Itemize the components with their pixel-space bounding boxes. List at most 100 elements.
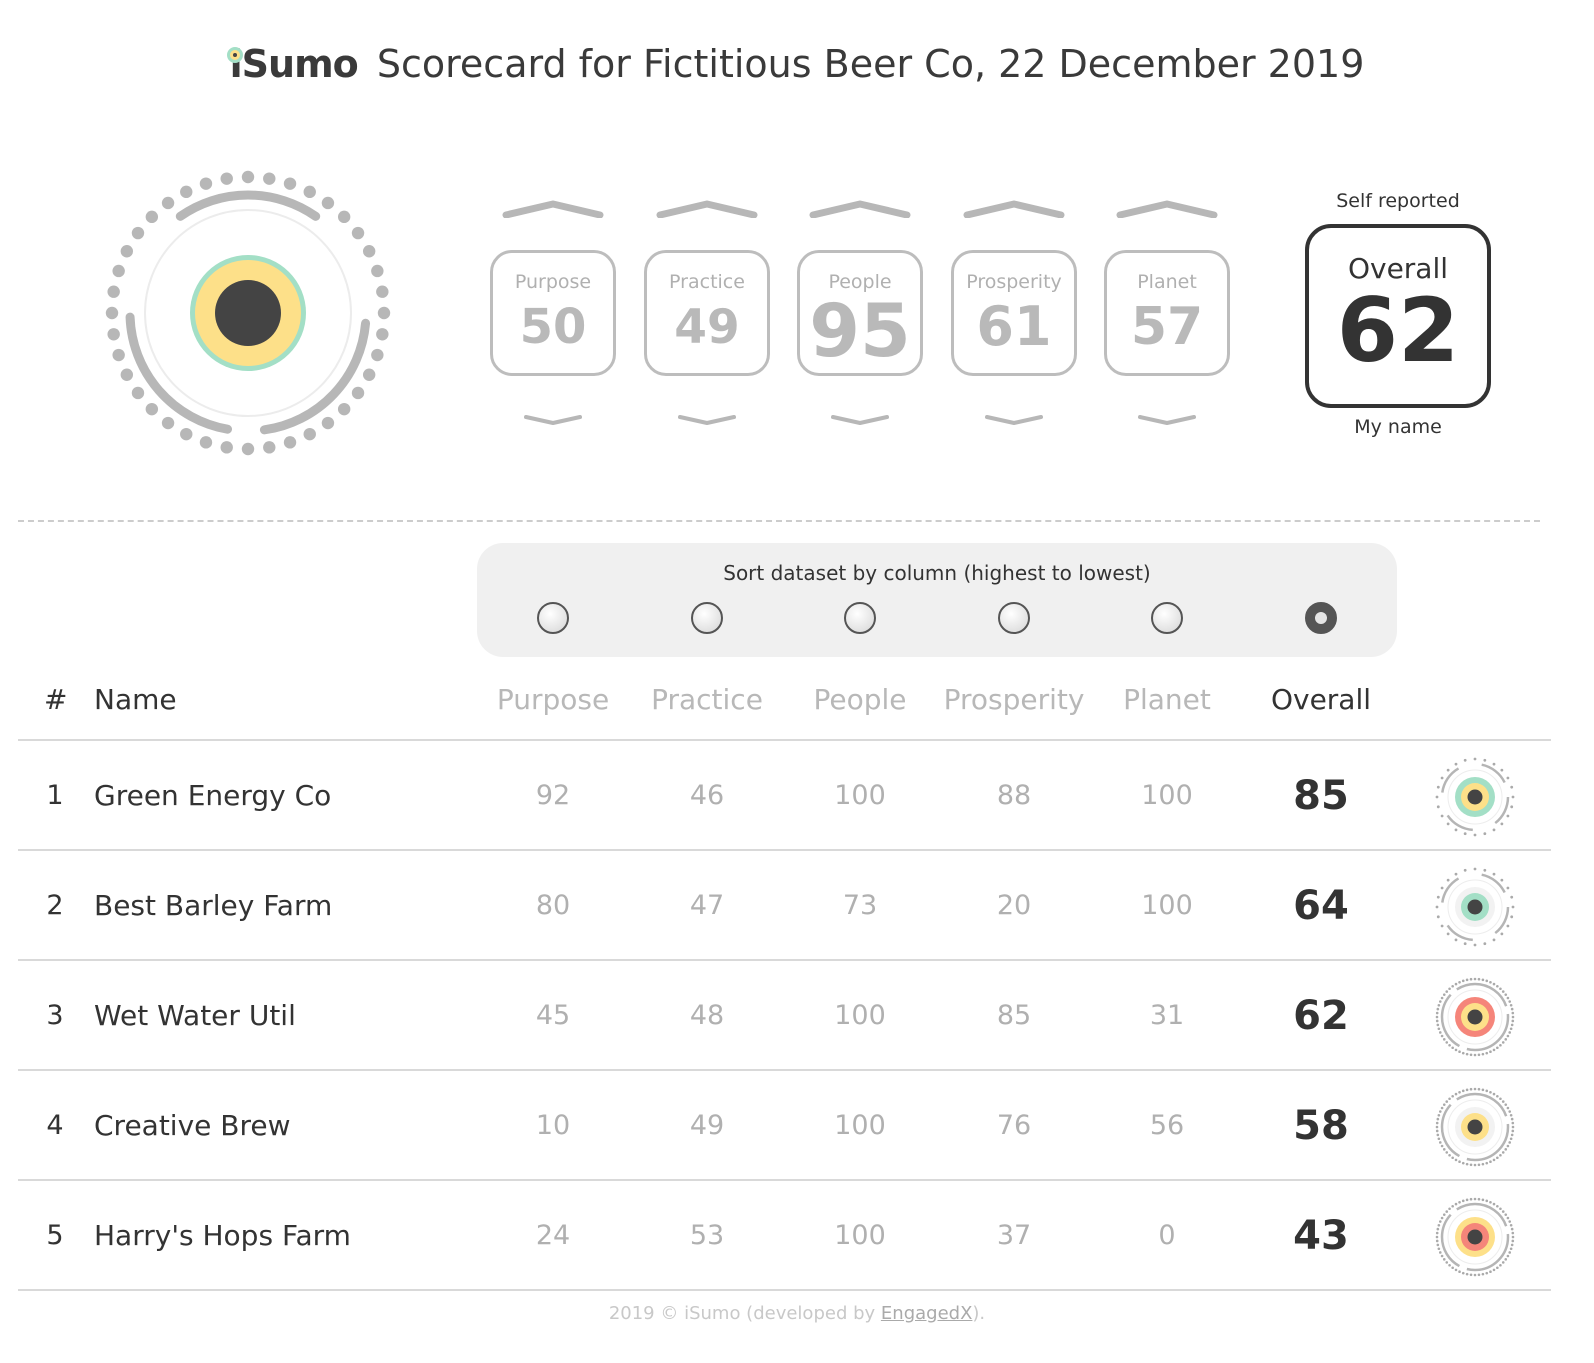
self-reported-label: Self reported: [1336, 190, 1460, 212]
ring-dot: [145, 402, 159, 416]
sort-radio-practice[interactable]: [691, 602, 723, 634]
row-prosperity-score: 85: [996, 1000, 1032, 1031]
chevron-up-icon[interactable]: [951, 188, 1077, 218]
table-row[interactable]: 3 Wet Water Util 45 48 100 85 31 62: [0, 961, 1594, 1071]
table-header: # Name Purpose Practice People Prosperit…: [0, 676, 1594, 724]
ring-dot: [371, 348, 384, 362]
row-planet-score: 31: [1149, 1000, 1185, 1031]
ring-dot: [107, 285, 120, 298]
table-divider: [18, 1289, 1551, 1291]
row-name: Harry's Hops Farm: [94, 1219, 351, 1252]
score-box-prosperity[interactable]: Prosperity 61: [951, 250, 1077, 376]
ring-dot: [241, 442, 255, 456]
ring-dot: [180, 427, 193, 441]
ring-dot: [131, 386, 145, 400]
row-prosperity-score: 20: [996, 890, 1032, 921]
ring-dot: [351, 386, 365, 400]
table-row[interactable]: 2 Best Barley Farm 80 47 73 20 100 64: [0, 851, 1594, 961]
row-purpose-score: 10: [535, 1110, 571, 1141]
ring-dot: [321, 196, 335, 210]
score-box-people[interactable]: People 95: [797, 250, 923, 376]
sort-radio-purpose[interactable]: [537, 602, 569, 634]
chevron-down-icon[interactable]: [490, 412, 616, 432]
chevron-down-icon[interactable]: [797, 412, 923, 432]
table-row[interactable]: 5 Harry's Hops Farm 24 53 100 37 0 43: [0, 1181, 1594, 1291]
score-box-practice[interactable]: Practice 49: [644, 250, 770, 376]
score-value: 61: [976, 295, 1052, 358]
sort-radio-people[interactable]: [844, 602, 876, 634]
row-planet-score: 100: [1141, 890, 1193, 921]
ring-dot: [376, 285, 389, 298]
row-people-score: 100: [834, 1000, 886, 1031]
score-value: 95: [809, 289, 911, 374]
chevron-down-icon[interactable]: [644, 412, 770, 432]
overall-score-card: Self reported Overall 62 My name: [1305, 190, 1491, 438]
footer-suffix: ).: [972, 1303, 986, 1324]
row-name: Green Energy Co: [94, 779, 332, 812]
row-prosperity-score: 88: [996, 780, 1032, 811]
ring-arc-right: [259, 318, 371, 435]
row-purpose-score: 24: [535, 1220, 571, 1251]
ring-dot: [220, 441, 233, 454]
category-prosperity: Prosperity 61: [951, 180, 1077, 450]
column-header-overall: Overall: [1270, 683, 1372, 716]
row-practice-score: 53: [689, 1220, 725, 1251]
row-practice-score: 48: [689, 1000, 725, 1031]
row-planet-score: 56: [1149, 1110, 1185, 1141]
ring-dot: [199, 177, 213, 190]
ring-dot: [199, 436, 213, 449]
overall-label: Overall: [1347, 252, 1449, 285]
row-practice-score: 49: [689, 1110, 725, 1141]
score-label: Purpose: [514, 271, 592, 293]
column-header-name: Name: [94, 683, 177, 716]
category-purpose: Purpose 50: [490, 180, 616, 450]
sort-radio-planet[interactable]: [1151, 602, 1183, 634]
sort-panel: Sort dataset by column (highest to lowes…: [477, 543, 1397, 657]
ring-dot: [377, 306, 391, 320]
row-overall-score: 43: [1293, 1213, 1349, 1259]
row-people-score: 73: [842, 890, 878, 921]
chevron-up-icon[interactable]: [490, 188, 616, 218]
ring-center-circle: [215, 280, 281, 346]
overall-score-box[interactable]: Overall 62: [1305, 224, 1491, 408]
row-overall-score: 58: [1293, 1103, 1349, 1149]
row-practice-score: 46: [689, 780, 725, 811]
row-name: Creative Brew: [94, 1109, 291, 1142]
ring-dot: [161, 196, 175, 210]
isumo-logo[interactable]: iSumo: [226, 42, 359, 86]
ring-dot: [161, 416, 175, 430]
engagedx-link[interactable]: EngagedX: [880, 1303, 973, 1324]
chevron-up-icon[interactable]: [797, 188, 923, 218]
table-row[interactable]: 4 Creative Brew 10 49 100 76 56 58: [0, 1071, 1594, 1181]
ring-dot: [131, 226, 145, 240]
chevron-up-icon[interactable]: [644, 188, 770, 218]
chevron-up-icon[interactable]: [1104, 188, 1230, 218]
column-header-prosperity: Prosperity: [943, 683, 1085, 716]
ring-dot: [362, 245, 376, 258]
column-header-people: People: [813, 683, 907, 716]
row-ring-icon: [1435, 757, 1515, 837]
ring-dot: [303, 185, 316, 199]
chevron-down-icon[interactable]: [1104, 412, 1230, 432]
table-row[interactable]: 1 Green Energy Co 92 46 100 88 100 85: [0, 741, 1594, 851]
sort-radio-overall[interactable]: [1305, 602, 1337, 634]
page-title: Scorecard for Fictitious Beer Co, 22 Dec…: [376, 42, 1365, 86]
ring-dot: [220, 172, 233, 185]
ring-dot: [180, 185, 193, 199]
category-practice: Practice 49: [644, 180, 770, 450]
table-divider: [18, 959, 1551, 961]
row-rank: 5: [46, 1220, 64, 1251]
score-box-planet[interactable]: Planet 57: [1104, 250, 1230, 376]
row-prosperity-score: 76: [996, 1110, 1032, 1141]
table-divider: [18, 1179, 1551, 1181]
score-box-purpose[interactable]: Purpose 50: [490, 250, 616, 376]
sort-radio-prosperity[interactable]: [998, 602, 1030, 634]
ring-dot: [303, 427, 316, 441]
chevron-down-icon[interactable]: [951, 412, 1077, 432]
ring-arc-top: [175, 190, 321, 221]
row-name: Wet Water Util: [94, 999, 296, 1032]
row-prosperity-score: 37: [996, 1220, 1032, 1251]
row-rank: 1: [46, 780, 64, 811]
ring-dot: [263, 441, 276, 454]
footer: 2019 © iSumo (developed by EngagedX).: [0, 1303, 1594, 1324]
